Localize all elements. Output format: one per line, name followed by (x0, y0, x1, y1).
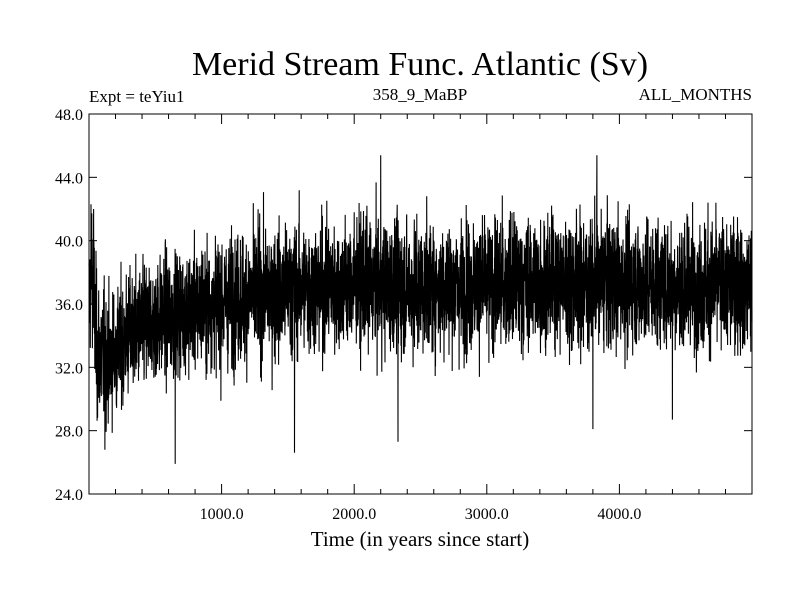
y-tick-label: 36.0 (55, 297, 83, 314)
y-tick-label: 24.0 (55, 487, 83, 504)
x-tick-label: 3000.0 (465, 506, 509, 523)
chart-title: Merid Stream Func. Atlantic (Sv) (192, 46, 648, 83)
y-tick-label: 40.0 (55, 234, 83, 251)
plot-frame (88, 113, 753, 495)
y-tick-label: 32.0 (55, 360, 83, 377)
date-label: 358_9_MaBP (373, 85, 467, 104)
months-label: ALL_MONTHS (639, 85, 752, 104)
x-tick-label: 1000.0 (200, 506, 244, 523)
y-tick-label: 48.0 (55, 107, 83, 124)
x-axis-label: Time (in years since start) (311, 527, 530, 551)
y-tick-label: 28.0 (55, 424, 83, 441)
y-tick-label: 44.0 (55, 170, 83, 187)
series-line (88, 155, 753, 464)
experiment-label: Expt = teYiu1 (89, 87, 185, 106)
x-tick-label: 4000.0 (597, 506, 641, 523)
x-axis-ticks: 1000.0 2000.0 3000.0 4000.0 (115, 114, 726, 523)
x-tick-label: 2000.0 (332, 506, 376, 523)
